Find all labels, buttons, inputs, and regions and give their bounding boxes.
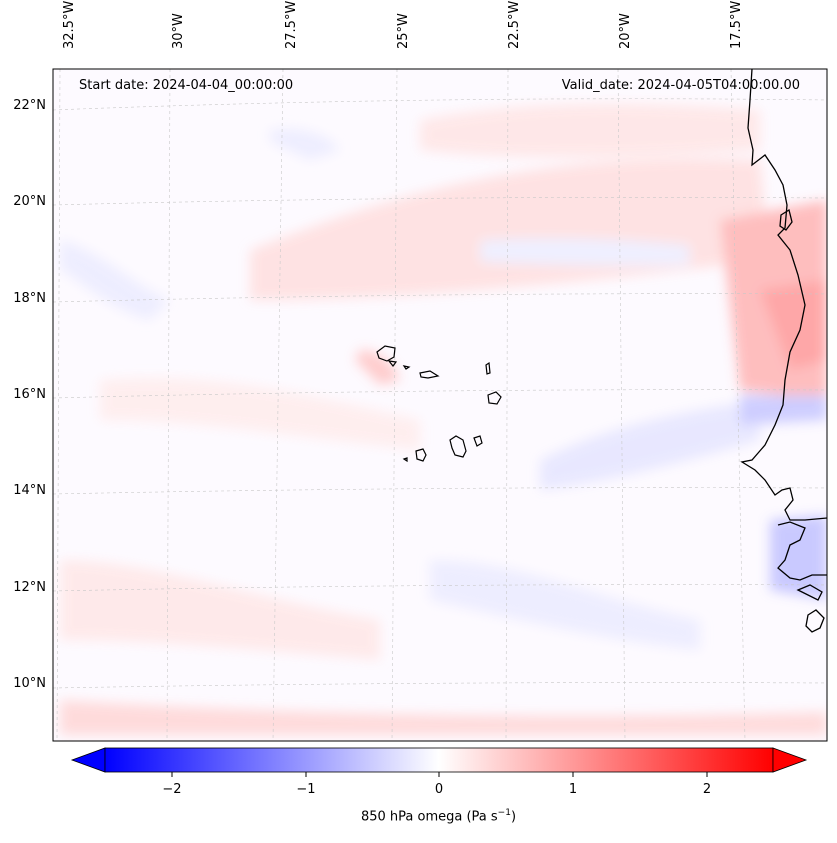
colorbar-extend-low <box>70 747 106 773</box>
colorbar-title: 850 hPa omega (Pa s−1) <box>0 808 837 824</box>
colorbar-tick-label: 1 <box>568 782 578 797</box>
lat-label: 22°N <box>13 98 46 113</box>
colorbar-tick-label: −1 <box>296 782 316 797</box>
lat-label: 12°N <box>13 580 46 595</box>
graticule <box>53 69 827 741</box>
lon-label: 25°W <box>396 13 411 49</box>
start-date-text: Start date: 2024-04-04_00:00:00 <box>79 78 294 93</box>
colorbar-tick-label: 2 <box>702 782 712 797</box>
lat-label: 18°N <box>13 291 46 306</box>
lat-label: 16°N <box>13 387 46 402</box>
lon-label: 30°W <box>171 13 186 49</box>
colorbar-extend-high <box>772 747 808 773</box>
lon-label: 32.5°W <box>62 0 77 49</box>
africa-coastline <box>740 69 827 633</box>
lon-label: 22.5°W <box>507 0 522 49</box>
valid-date-text: Valid_date: 2024-04-05T04:00:00.00 <box>561 78 800 93</box>
lon-label: 20°W <box>618 13 633 49</box>
omega-field <box>53 69 827 741</box>
colorbar-title-exponent: −1 <box>497 808 511 818</box>
colorbar-tick-label: 0 <box>434 782 444 797</box>
cape-verde-islands <box>376 345 502 463</box>
lat-label: 10°N <box>13 676 46 691</box>
lon-label: 27.5°W <box>284 0 299 49</box>
lon-label: 17.5°W <box>729 0 744 49</box>
colorbar-title-close: ) <box>510 809 517 825</box>
lat-label: 14°N <box>13 483 46 498</box>
colorbar <box>104 747 774 773</box>
colorbar-tick-marks <box>171 772 708 777</box>
colorbar-title-main: 850 hPa omega (Pa s <box>360 809 498 825</box>
map-frame <box>52 68 828 742</box>
colorbar-tick-label: −2 <box>162 782 182 797</box>
lat-label: 20°N <box>13 194 46 209</box>
